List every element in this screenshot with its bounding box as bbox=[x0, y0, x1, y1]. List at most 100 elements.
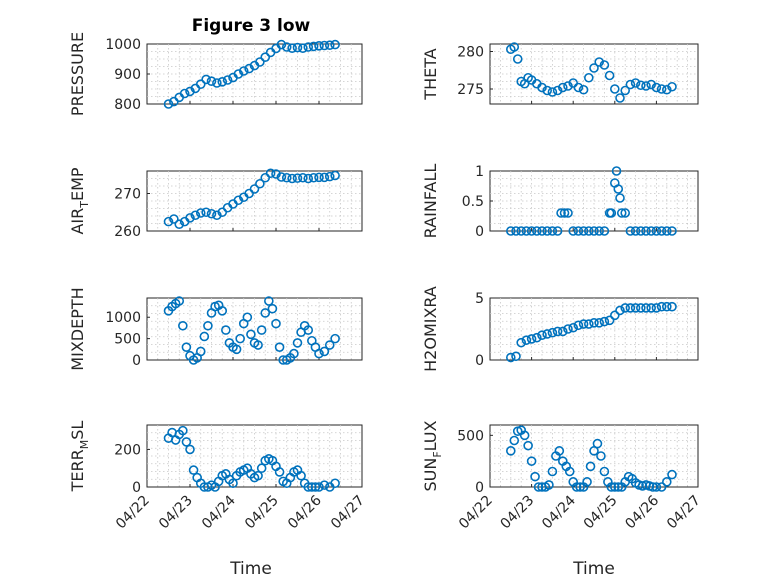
data-point bbox=[661, 477, 672, 487]
data-point bbox=[511, 226, 521, 236]
data-point bbox=[656, 84, 667, 94]
data-point bbox=[303, 42, 314, 52]
data-point bbox=[281, 42, 292, 52]
data-point bbox=[542, 85, 553, 96]
data-point bbox=[238, 66, 249, 76]
data-point bbox=[203, 320, 213, 331]
data-point bbox=[330, 478, 340, 489]
data-point bbox=[314, 482, 324, 492]
data-point bbox=[531, 332, 542, 343]
subplot-8: 0 500 04/22 04/23 04/24 04/25 04/26 04/27 SUNFLU… bbox=[421, 420, 704, 532]
data-point bbox=[630, 226, 641, 236]
y-axis-label: THETA bbox=[421, 48, 440, 100]
data-point bbox=[163, 216, 174, 227]
data-point bbox=[599, 466, 610, 477]
data-point bbox=[552, 226, 563, 236]
data-point bbox=[599, 60, 610, 70]
data-point bbox=[583, 226, 594, 236]
data-point bbox=[195, 346, 206, 357]
data-point bbox=[505, 352, 516, 363]
data-point bbox=[519, 430, 530, 441]
y-tick-label: 200 bbox=[114, 442, 141, 458]
subplot-4: 0 0.5 1 RAINFALL bbox=[421, 164, 699, 240]
data-point bbox=[547, 226, 558, 236]
data-point bbox=[635, 303, 646, 313]
data-point bbox=[547, 87, 558, 97]
data-point bbox=[609, 310, 620, 321]
data-point bbox=[324, 171, 335, 182]
data-point bbox=[308, 172, 319, 183]
y-tick-label: 280 bbox=[457, 45, 484, 61]
y-axis-label: TERRMSL bbox=[68, 421, 91, 493]
data-point bbox=[255, 57, 265, 67]
data-point bbox=[178, 320, 188, 331]
data-point bbox=[578, 84, 589, 95]
data-point bbox=[613, 482, 624, 492]
data-point bbox=[641, 303, 651, 313]
data-point bbox=[625, 226, 636, 236]
data-point bbox=[267, 303, 278, 314]
data-point bbox=[573, 226, 584, 236]
data-point bbox=[253, 340, 263, 350]
data-point bbox=[289, 348, 299, 359]
data-point bbox=[235, 333, 245, 344]
data-point bbox=[292, 338, 303, 348]
data-point bbox=[292, 173, 303, 183]
data-point bbox=[521, 335, 532, 345]
y-tick-label: 260 bbox=[114, 224, 141, 240]
y-tick-label: 270 bbox=[114, 187, 141, 203]
y-tick-label: 800 bbox=[114, 97, 141, 113]
data-point bbox=[217, 306, 228, 316]
data-point bbox=[599, 226, 610, 236]
data-point bbox=[557, 82, 568, 93]
x-tick-label: 04/26 bbox=[622, 492, 662, 532]
data-point bbox=[307, 482, 317, 492]
data-point bbox=[542, 226, 553, 236]
data-point bbox=[641, 81, 651, 91]
data-point bbox=[563, 81, 573, 91]
data-point bbox=[625, 303, 636, 313]
data-point bbox=[544, 480, 554, 490]
data-point bbox=[530, 471, 540, 482]
data-point bbox=[611, 166, 622, 176]
data-point bbox=[606, 208, 617, 218]
data-point bbox=[547, 466, 558, 477]
data-point bbox=[244, 63, 254, 74]
data-point bbox=[221, 325, 231, 335]
data-point bbox=[174, 219, 185, 230]
data-point bbox=[630, 303, 641, 313]
data-point bbox=[646, 303, 657, 313]
data-point bbox=[303, 173, 314, 184]
data-point bbox=[509, 42, 520, 52]
data-point bbox=[526, 456, 537, 466]
data-point bbox=[206, 208, 217, 219]
data-point bbox=[516, 226, 527, 236]
y-tick-label: 5 bbox=[475, 291, 484, 307]
data-point bbox=[620, 303, 631, 313]
data-point bbox=[667, 469, 677, 480]
data-point bbox=[260, 308, 271, 318]
data-point bbox=[276, 39, 287, 50]
data-point bbox=[615, 193, 625, 203]
data-point bbox=[589, 63, 599, 73]
data-point bbox=[568, 226, 579, 236]
data-point bbox=[616, 208, 627, 218]
data-point bbox=[635, 80, 646, 91]
data-point bbox=[281, 172, 292, 183]
x-tick-label: 04/26 bbox=[285, 492, 325, 532]
data-point bbox=[589, 317, 599, 328]
data-point bbox=[314, 348, 324, 359]
data-point bbox=[298, 172, 308, 183]
data-point bbox=[181, 437, 192, 447]
data-point bbox=[667, 301, 677, 312]
x-tick-label: 04/23 bbox=[156, 493, 196, 533]
data-point bbox=[592, 438, 603, 449]
subplot-3: 260 270 AIRTEMP bbox=[68, 167, 363, 240]
data-point bbox=[552, 326, 563, 337]
data-point bbox=[609, 84, 620, 94]
data-point bbox=[271, 318, 281, 329]
data-point bbox=[319, 40, 330, 51]
data-point bbox=[554, 446, 565, 456]
data-point bbox=[615, 305, 625, 316]
